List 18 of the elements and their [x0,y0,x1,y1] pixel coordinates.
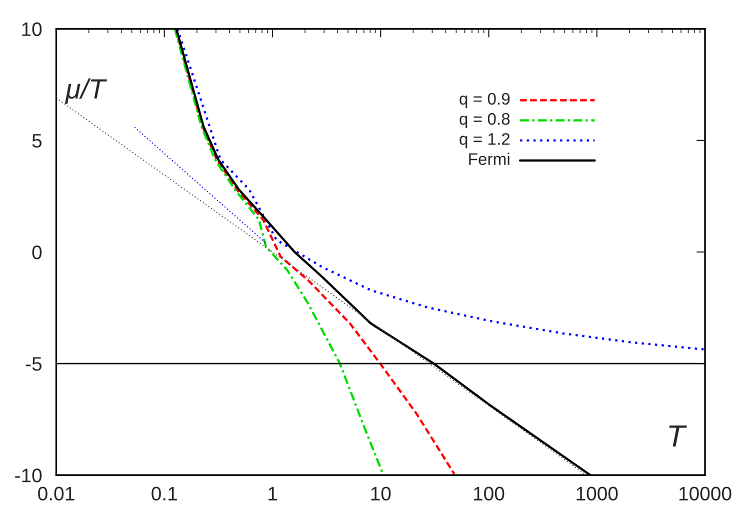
y-axis-title: μ/T [64,78,108,104]
legend-label: q = 0.9 [460,92,510,108]
x-tick-label: 1000 [576,486,618,501]
legend-label: Fermi [469,152,510,165]
x-tick-label: 1 [268,486,277,500]
x-tick-label: 10 [371,486,391,501]
y-tick-label: -5 [26,357,42,371]
legend-label: q = 1.2 [460,133,510,148]
y-tick-label: 10 [22,22,42,36]
x-tick-label: 0.1 [152,486,177,501]
x-tick-label: 0.01 [38,486,74,501]
y-tick-label: -10 [15,468,42,482]
legend-label: q = 0.8 [460,113,510,128]
x-tick-label: 10000 [679,486,732,501]
y-tick-label: 5 [32,134,42,148]
y-tick-label: 0 [32,245,42,260]
x-tick-label: 100 [474,486,504,501]
x-axis-title: T [669,425,687,446]
